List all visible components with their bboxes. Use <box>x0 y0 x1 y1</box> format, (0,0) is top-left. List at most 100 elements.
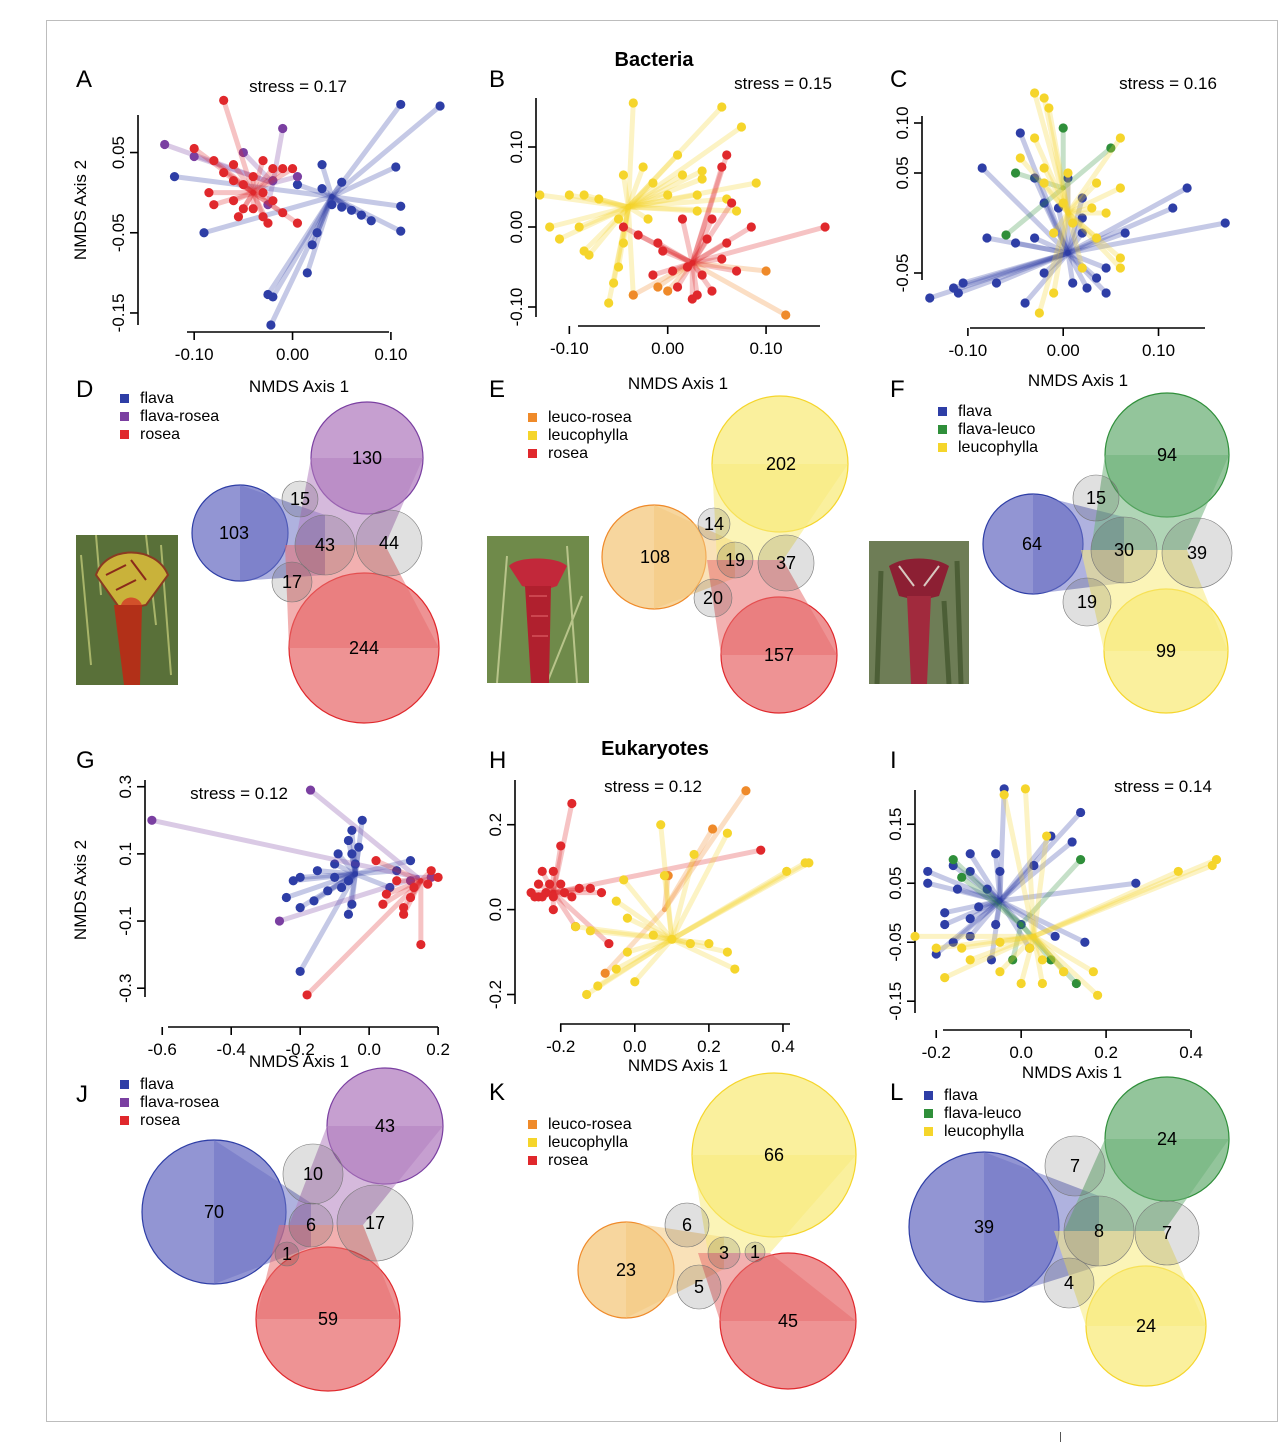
panel-letter: D <box>76 376 93 403</box>
spider-line <box>250 158 266 196</box>
data-point <box>1037 978 1047 989</box>
spider-line <box>984 235 1071 256</box>
data-point <box>1049 228 1059 238</box>
data-point <box>1080 937 1090 947</box>
spider-line <box>997 833 1054 904</box>
data-point <box>974 902 984 912</box>
data-point <box>426 866 436 876</box>
data-point <box>584 250 594 260</box>
overlap-region <box>707 1236 741 1270</box>
y-tick-label: -0.2 <box>486 980 505 1009</box>
axes <box>528 98 820 334</box>
spider-line <box>942 898 1003 916</box>
data-point <box>663 190 673 200</box>
data-point <box>991 849 1001 859</box>
spider-line <box>625 204 740 214</box>
venn-count-label: 202 <box>766 454 796 474</box>
stress-label: stress = 0.16 <box>1119 74 1217 93</box>
data-point <box>1115 253 1125 263</box>
spider-line <box>297 871 358 974</box>
spider-line <box>967 933 1037 963</box>
data-point <box>986 955 997 965</box>
venn-count-label: 1 <box>282 1244 292 1264</box>
venn-count-label: 130 <box>352 448 382 468</box>
data-point <box>219 167 229 178</box>
spider-line <box>297 871 358 880</box>
venn-count-label: 59 <box>318 1309 338 1329</box>
spider-line <box>625 204 636 298</box>
section-title-bacteria: Bacteria <box>615 49 695 71</box>
spider-line <box>997 863 1037 904</box>
spider-line <box>576 204 631 230</box>
data-point <box>782 866 792 876</box>
x-tick-label: 0.2 <box>426 1040 450 1059</box>
data-point <box>1034 308 1044 318</box>
series-flava-leuco <box>1001 123 1116 240</box>
data-point <box>604 298 614 308</box>
spider-line <box>268 194 335 328</box>
data-point <box>730 964 740 974</box>
overlap-region <box>1044 1135 1106 1197</box>
spider-line <box>660 248 695 266</box>
axes <box>907 790 1192 1038</box>
photo-sarracenia-leucophylla <box>869 541 969 684</box>
y-tick-label: 0.05 <box>886 867 905 900</box>
data-point <box>1008 955 1018 965</box>
spider-line <box>950 863 1003 904</box>
data-point <box>756 845 766 855</box>
data-point <box>1058 198 1068 208</box>
data-point <box>746 222 756 232</box>
data-point <box>545 222 555 232</box>
overlap-region <box>744 1241 766 1263</box>
spider-line <box>319 162 335 200</box>
data-point <box>1077 263 1087 273</box>
data-point <box>965 914 975 924</box>
panel-letter: A <box>76 66 92 93</box>
spider-line <box>1065 220 1228 256</box>
spider-line <box>231 162 256 196</box>
series-rosea <box>526 798 766 949</box>
hull-connector <box>1064 1139 1229 1231</box>
data-point <box>396 201 406 211</box>
data-point <box>579 190 589 200</box>
x-tick-label: -0.10 <box>949 341 988 360</box>
data-point <box>613 214 624 224</box>
y-axis-title: NMDS Axis 2 <box>71 840 90 940</box>
spider-line <box>349 871 358 907</box>
spider-line <box>625 192 671 210</box>
data-point <box>347 825 357 835</box>
panel-letter: L <box>890 1079 903 1106</box>
data-point <box>1029 860 1039 871</box>
data-point <box>292 172 303 182</box>
data-point <box>677 170 688 180</box>
data-point <box>1106 143 1116 153</box>
data-point <box>219 95 229 106</box>
data-point <box>1039 178 1049 188</box>
series-rosea <box>618 150 830 304</box>
data-point <box>761 266 771 276</box>
data-point <box>1068 218 1078 228</box>
series-leucophylla <box>1015 88 1125 318</box>
data-point <box>687 294 697 304</box>
data-point <box>323 886 333 896</box>
overlap-region <box>1072 474 1120 522</box>
data-point <box>582 989 592 1000</box>
venn-count-label: 7 <box>1070 1156 1080 1176</box>
data-point <box>1076 807 1086 818</box>
data-point <box>600 968 610 978</box>
data-point <box>663 286 673 296</box>
data-point <box>965 866 975 877</box>
overlap-region <box>1043 1257 1095 1309</box>
data-point <box>433 872 443 882</box>
data-point <box>1030 173 1040 183</box>
legend-label: leuco-rosea <box>548 409 632 426</box>
y-axis-title: NMDS Axis 2 <box>71 160 90 260</box>
data-point <box>381 889 391 899</box>
y-tick-label: 0.05 <box>109 136 128 169</box>
spider-line <box>613 936 675 972</box>
venn-count-label: 1 <box>750 1242 760 1262</box>
spider-line <box>967 851 1003 904</box>
data-point <box>317 159 327 170</box>
